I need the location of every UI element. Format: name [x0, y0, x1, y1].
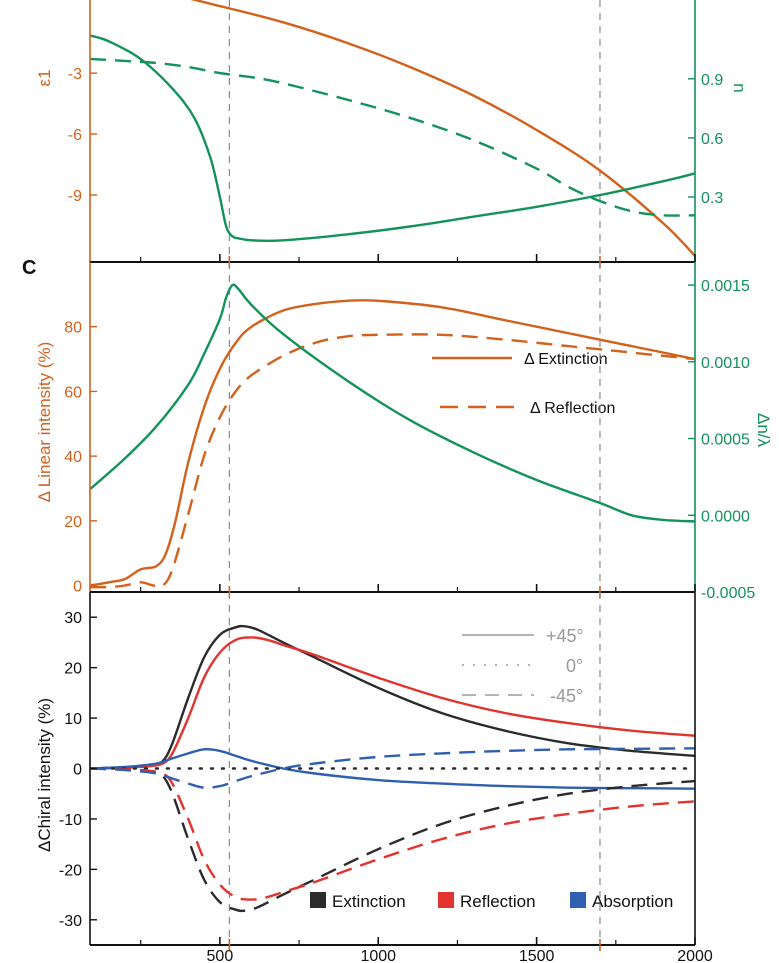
middle-right-tick-label-3: 0.0000: [701, 508, 750, 525]
x-tick-label-2: 1500: [519, 948, 555, 963]
bottom-series-5: [90, 767, 695, 901]
middle-right-tick-label-4: -0.0005: [701, 585, 755, 602]
x-tick-label-1: 1000: [360, 948, 396, 963]
legend-label-delta-extinction: Δ Extinction: [524, 351, 608, 368]
bottom-left-tick-label-5: -20: [59, 862, 82, 879]
bottom-left-tick-label-0: 30: [64, 610, 82, 627]
middle-right-axis-label: Δn/λ: [754, 413, 773, 448]
middle-series-group: [90, 283, 695, 589]
type-legend-extinction: Extinction: [332, 892, 406, 911]
top-right-tick-label-0: 0.9: [701, 72, 723, 89]
bottom-series-6: [90, 747, 695, 789]
middle-right-tick-label-2: 0.0005: [701, 432, 750, 449]
type-legend: Extinction Reflection Absorption: [310, 892, 673, 911]
top-right-tick-label-1: 0.6: [701, 131, 723, 148]
middle-right-tick-label-0: 0.0015: [701, 278, 750, 295]
middle-left-tick-label-0: 0: [73, 579, 82, 596]
middle-series-0: [90, 298, 695, 587]
bottom-left-tick-label-1: 20: [64, 661, 82, 678]
bottom-series-2: [90, 748, 695, 790]
type-legend-reflection-swatch: [438, 892, 454, 908]
angle-legend-zero: 0°: [566, 656, 583, 676]
middle-right-tick-label-1: 0.0010: [701, 355, 750, 372]
angle-legend: +45° 0° -45°: [462, 626, 584, 706]
bottom-left-axis-label: ΔChiral intensity (%): [35, 698, 54, 852]
middle-left-tick-label-3: 60: [64, 384, 82, 401]
middle-left-axis-label: Δ Linear intensity (%): [35, 342, 54, 503]
bottom-series-4: [90, 767, 695, 913]
x-tick-label-3: 2000: [677, 948, 713, 963]
middle-left-tick-label-1: 20: [64, 514, 82, 531]
bottom-series-0: [90, 624, 695, 770]
angle-legend-minus45: -45°: [550, 686, 583, 706]
angle-legend-plus45: +45°: [546, 626, 584, 646]
middle-series-2: [90, 283, 695, 523]
top-left-tick-label-2: -9: [68, 188, 82, 205]
middle-series-1: [90, 333, 695, 589]
top-right-axis-label: n: [730, 83, 749, 92]
panel-label-c: C: [22, 257, 36, 279]
bottom-left-tick-label-3: 0: [73, 762, 82, 779]
x-tick-label-0: 500: [207, 948, 234, 963]
bottom-series-1: [90, 636, 695, 770]
top-right-tick-label-2: 0.3: [701, 190, 723, 207]
top-left-tick-label-0: -3: [68, 66, 82, 83]
top-left-tick-label-1: -6: [68, 127, 82, 144]
bottom-left-tick-label-6: -30: [59, 913, 82, 930]
middle-left-tick-label-2: 40: [64, 449, 82, 466]
bottom-left-tick-label-2: 10: [64, 711, 82, 728]
middle-legend: Δ Extinction Δ Reflection: [432, 351, 615, 417]
top-series-2: [90, 34, 695, 243]
top-series-group: [90, 0, 695, 257]
type-legend-absorption-swatch: [570, 892, 586, 908]
bottom-series-group: [90, 624, 695, 913]
type-legend-extinction-swatch: [310, 892, 326, 908]
top-series-0: [190, 0, 695, 257]
type-legend-reflection: Reflection: [460, 892, 536, 911]
middle-left-tick-label-4: 80: [64, 320, 82, 337]
legend-label-delta-reflection: Δ Reflection: [530, 400, 615, 417]
top-series-1: [90, 57, 695, 217]
type-legend-absorption: Absorption: [592, 892, 673, 911]
bottom-left-tick-label-4: -10: [59, 812, 82, 829]
top-left-axis-label: ε1: [35, 69, 54, 86]
